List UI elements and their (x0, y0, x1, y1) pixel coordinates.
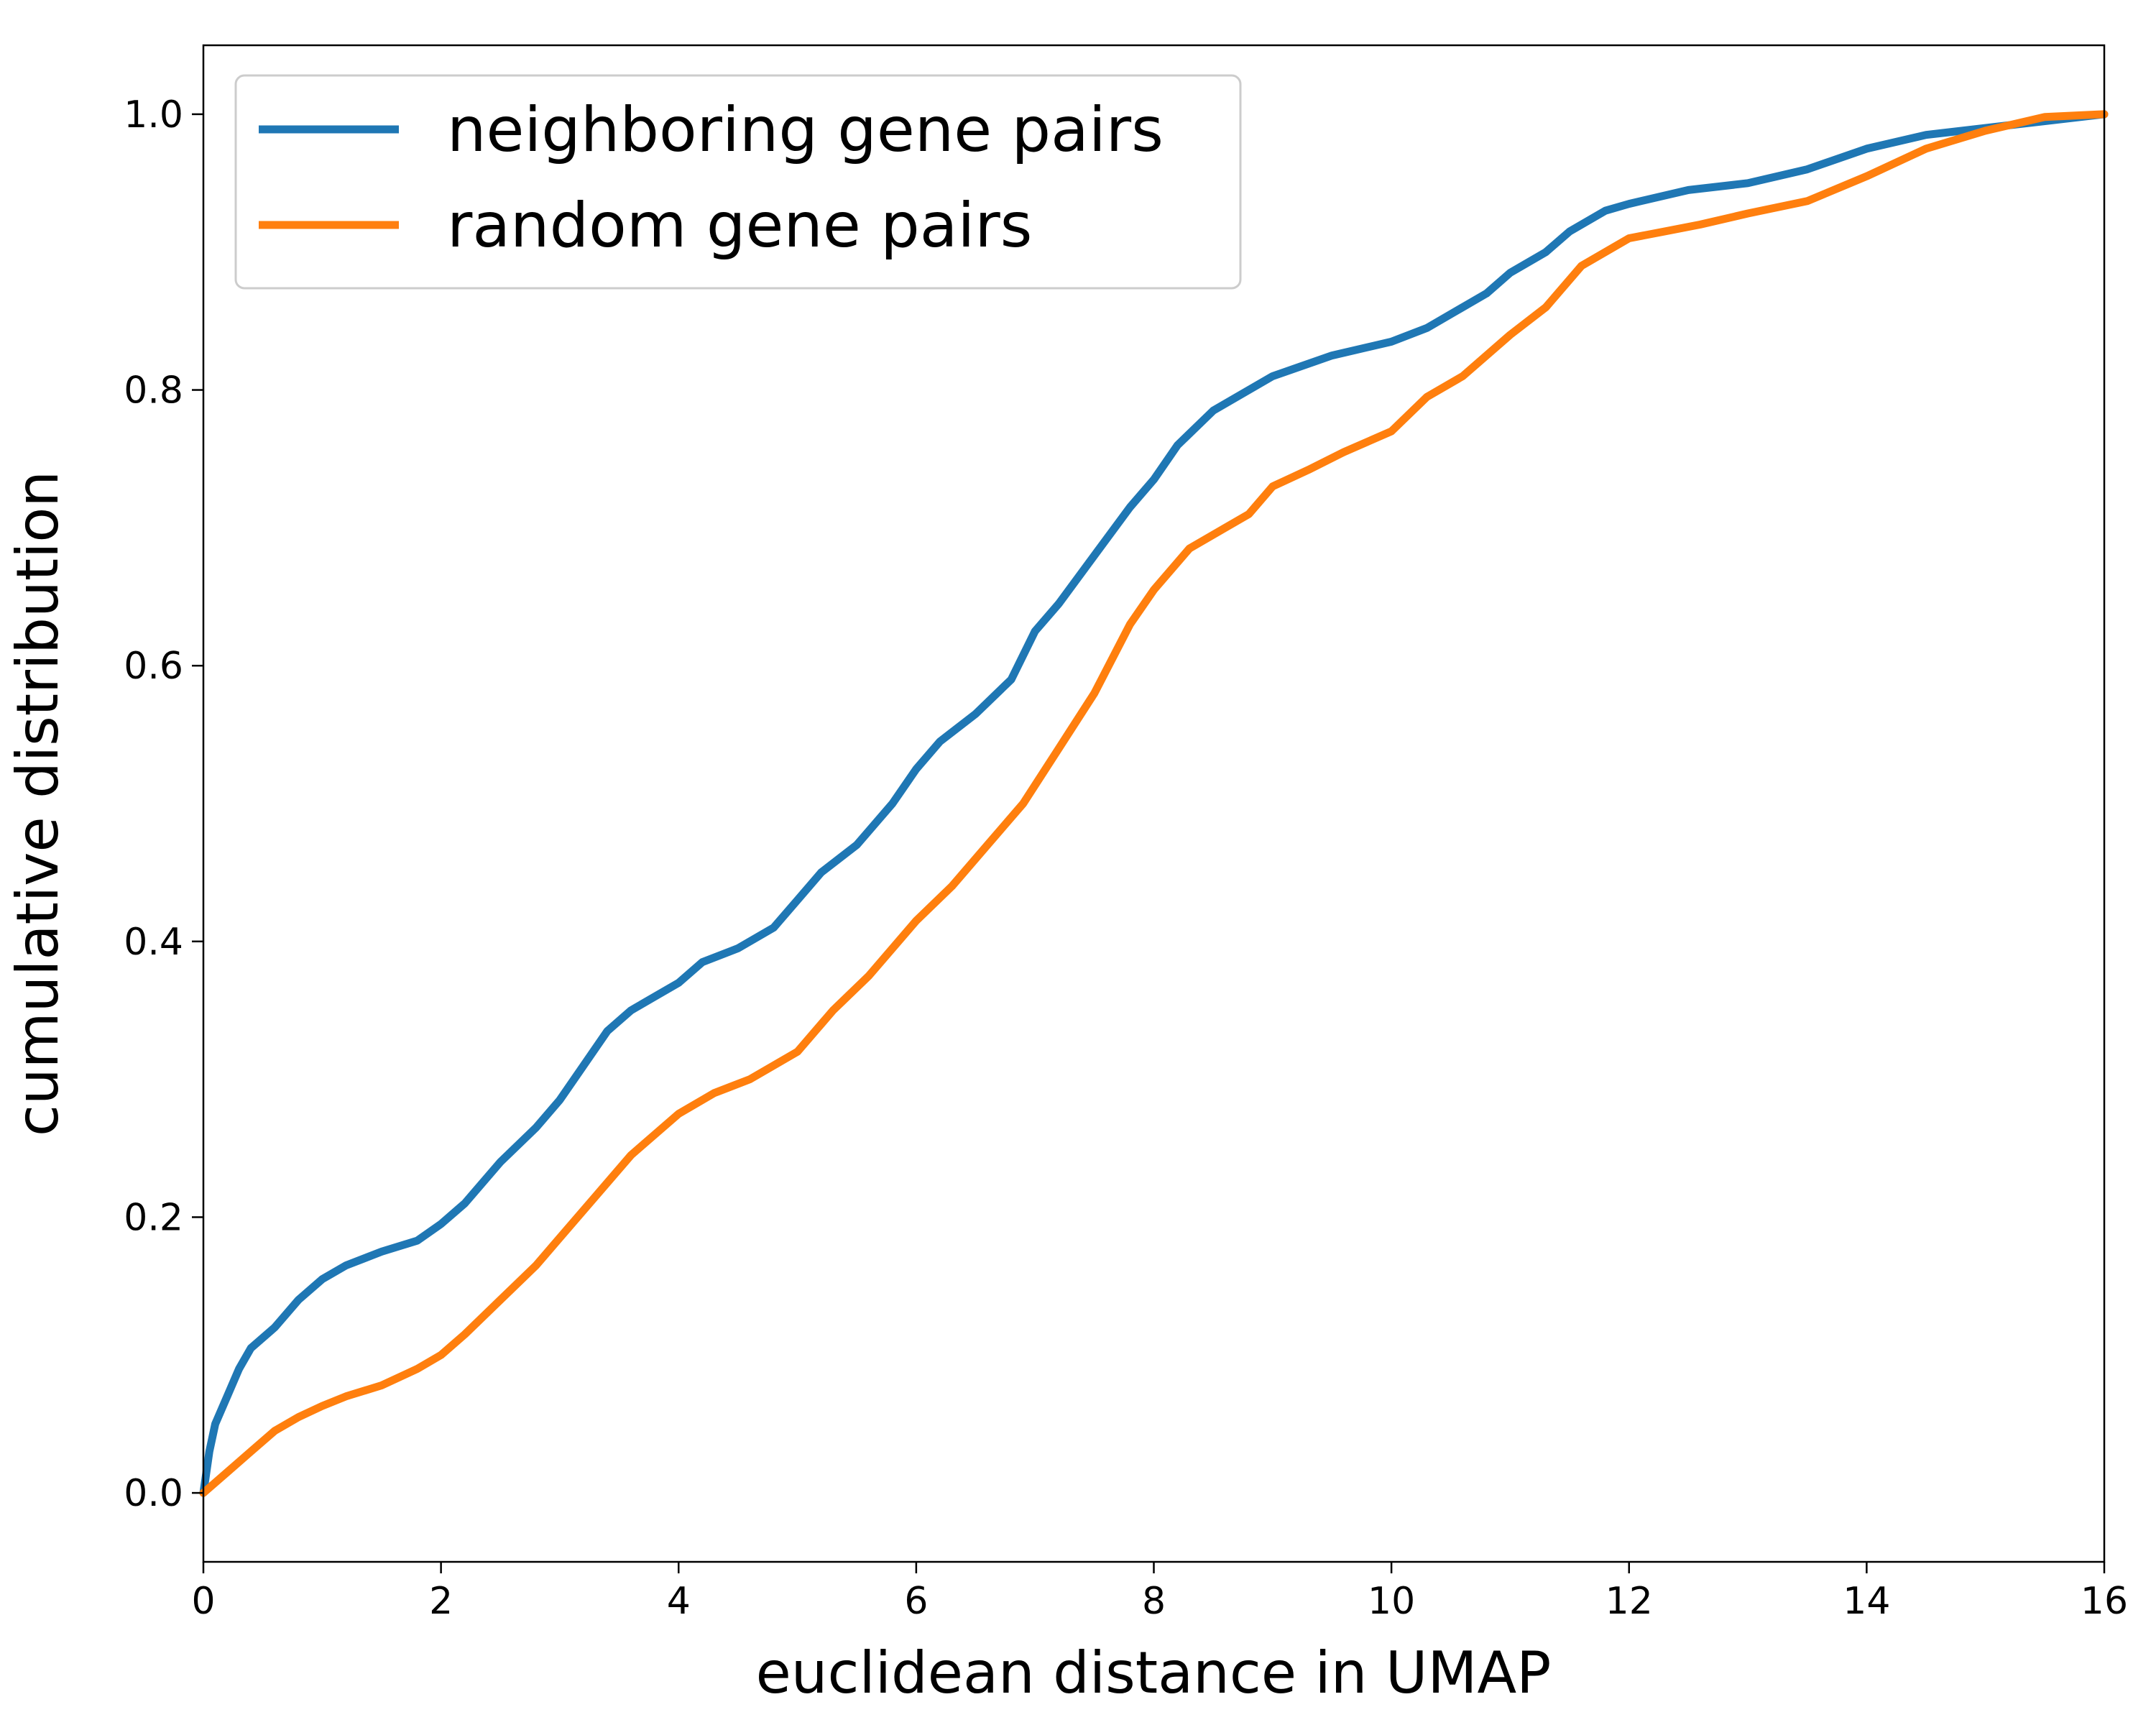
x-tick-label: 10 (1368, 1580, 1415, 1623)
x-tick-label: 0 (191, 1580, 215, 1623)
x-tick-label: 12 (1606, 1580, 1653, 1623)
y-axis-label: cumulative distribution (4, 471, 71, 1136)
x-tick-label: 6 (904, 1580, 928, 1623)
y-tick-label: 1.0 (124, 93, 183, 137)
x-tick-label: 14 (1843, 1580, 1890, 1623)
legend-label-random: random gene pairs (447, 190, 1032, 262)
y-tick-label: 0.4 (124, 921, 183, 964)
legend-box (234, 74, 1242, 290)
y-tick-label: 0.2 (124, 1196, 183, 1239)
legend-label-neighboring: neighboring gene pairs (447, 94, 1164, 166)
x-axis-label: euclidean distance in UMAP (756, 1639, 1552, 1706)
x-axis: 0 2 4 6 8 10 12 14 16 (191, 1562, 2128, 1623)
series-line-neighboring (199, 110, 2109, 1497)
x-tick-label: 4 (667, 1580, 691, 1623)
series-line-random (199, 110, 2109, 1497)
x-tick-label: 8 (1142, 1580, 1166, 1623)
y-tick-label: 0.8 (124, 369, 183, 413)
y-tick-label: 0.0 (124, 1472, 183, 1515)
legend: neighboring gene pairs random gene pairs (234, 74, 1242, 290)
y-axis: 0.0 0.2 0.4 0.6 0.8 1.0 (124, 93, 203, 1515)
x-tick-label: 16 (2081, 1580, 2128, 1623)
x-tick-label: 2 (429, 1580, 453, 1623)
series-layer (199, 110, 2109, 1497)
y-tick-label: 0.6 (124, 645, 183, 688)
